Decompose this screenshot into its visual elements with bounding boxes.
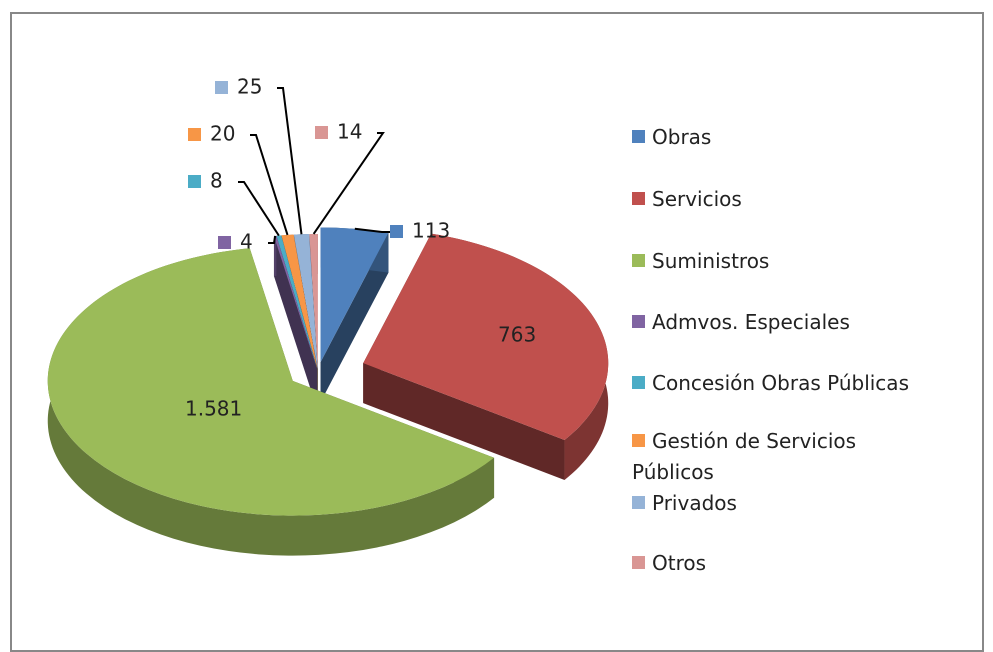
slice (47, 248, 495, 556)
legend-label: Concesión Obras Públicas (652, 371, 909, 395)
legend-swatch (632, 496, 645, 509)
legend-label: Admvos. Especiales (652, 310, 850, 334)
leader-line (277, 87, 303, 235)
legend-item: Otros (632, 548, 972, 579)
slice-top (273, 235, 317, 369)
legend-swatch (632, 376, 645, 389)
slice-top (281, 234, 318, 369)
label-key (188, 175, 201, 188)
slice-top (363, 233, 609, 440)
leader-line (312, 132, 385, 235)
legend-swatch (632, 315, 645, 328)
slice-top (320, 227, 389, 363)
legend-item: Privados (632, 488, 972, 519)
data-label: 4 (240, 230, 253, 254)
slice (363, 233, 609, 480)
data-label: 25 (237, 75, 262, 99)
legend-label: Servicios (652, 187, 742, 211)
slice (273, 235, 317, 409)
legend-label: Suministros (652, 249, 770, 273)
legend-item: Obras (632, 122, 972, 153)
slice-wall (320, 232, 389, 403)
label-key (188, 128, 201, 141)
leader-line (268, 235, 277, 244)
label-key (315, 126, 328, 139)
page: 113 763 1.581 4 8 20 25 14 Obras Servicios Sumini… (10, 12, 984, 652)
slice-wall (363, 363, 565, 480)
label-key (390, 225, 403, 238)
legend-item: Concesión Obras Públicas (632, 368, 972, 399)
label-key (215, 81, 228, 94)
slice-top (293, 234, 318, 369)
data-label: 113 (412, 219, 450, 243)
slice-top (47, 248, 495, 516)
slice-side (273, 235, 277, 277)
legend-label: Otros (652, 551, 707, 575)
data-label: 763 (498, 323, 536, 347)
legend-item: Admvos. Especiales (632, 307, 972, 338)
legend-swatch (632, 434, 645, 447)
legend-label: Obras (652, 125, 712, 149)
legend-swatch (632, 130, 645, 143)
legend-item: Gestión de Servicios Públicos (632, 426, 892, 488)
legend-label: Privados (652, 491, 737, 515)
leader-line (238, 181, 280, 237)
data-label: 8 (210, 169, 223, 193)
data-label: 20 (210, 122, 235, 146)
slice-top (309, 233, 318, 369)
slice-top (276, 235, 318, 369)
data-label: 14 (337, 120, 362, 144)
leader-line (354, 227, 390, 233)
slice-wall (276, 235, 317, 409)
data-label: 1.581 (185, 397, 242, 421)
legend-swatch (632, 254, 645, 267)
label-key (218, 236, 231, 249)
leader-line (250, 134, 289, 236)
legend-item: Servicios (632, 184, 972, 215)
legend-label: Gestión de Servicios Públicos (632, 429, 857, 484)
legend-swatch (632, 556, 645, 569)
legend-swatch (632, 192, 645, 205)
legend-item: Suministros (632, 246, 972, 277)
slice (320, 227, 389, 403)
